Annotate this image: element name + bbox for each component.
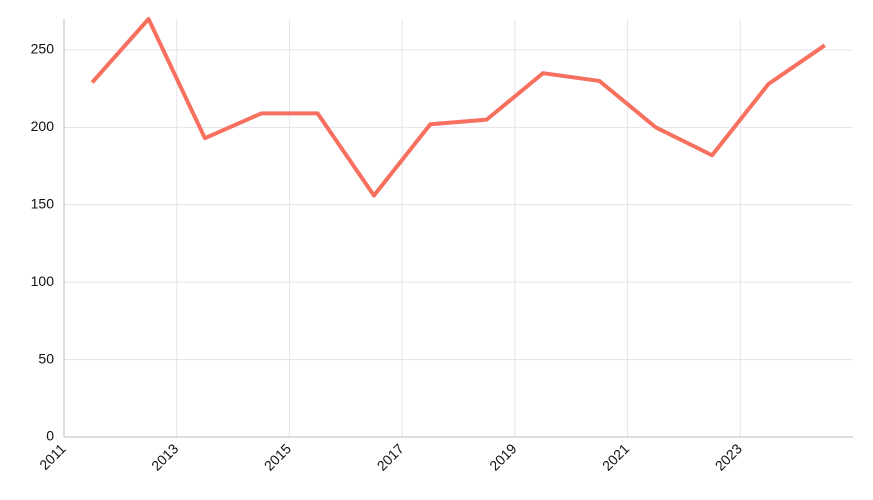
x-tick-label: 2019 xyxy=(486,440,519,473)
x-tick-label: 2011 xyxy=(36,440,69,473)
y-tick-label: 250 xyxy=(31,41,55,57)
x-tick-label: 2021 xyxy=(599,440,632,473)
y-tick-label: 200 xyxy=(31,118,55,134)
y-tick-label: 150 xyxy=(31,195,55,211)
x-tick-label: 2013 xyxy=(148,440,181,473)
y-tick-label: 50 xyxy=(38,350,54,366)
y-tick-label: 100 xyxy=(31,273,55,289)
x-tick-label: 2015 xyxy=(261,440,294,473)
x-tick-label: 2017 xyxy=(374,440,407,473)
y-tick-label: 0 xyxy=(46,428,54,444)
data-line xyxy=(90,17,826,198)
x-tick-label: 2023 xyxy=(712,440,745,473)
